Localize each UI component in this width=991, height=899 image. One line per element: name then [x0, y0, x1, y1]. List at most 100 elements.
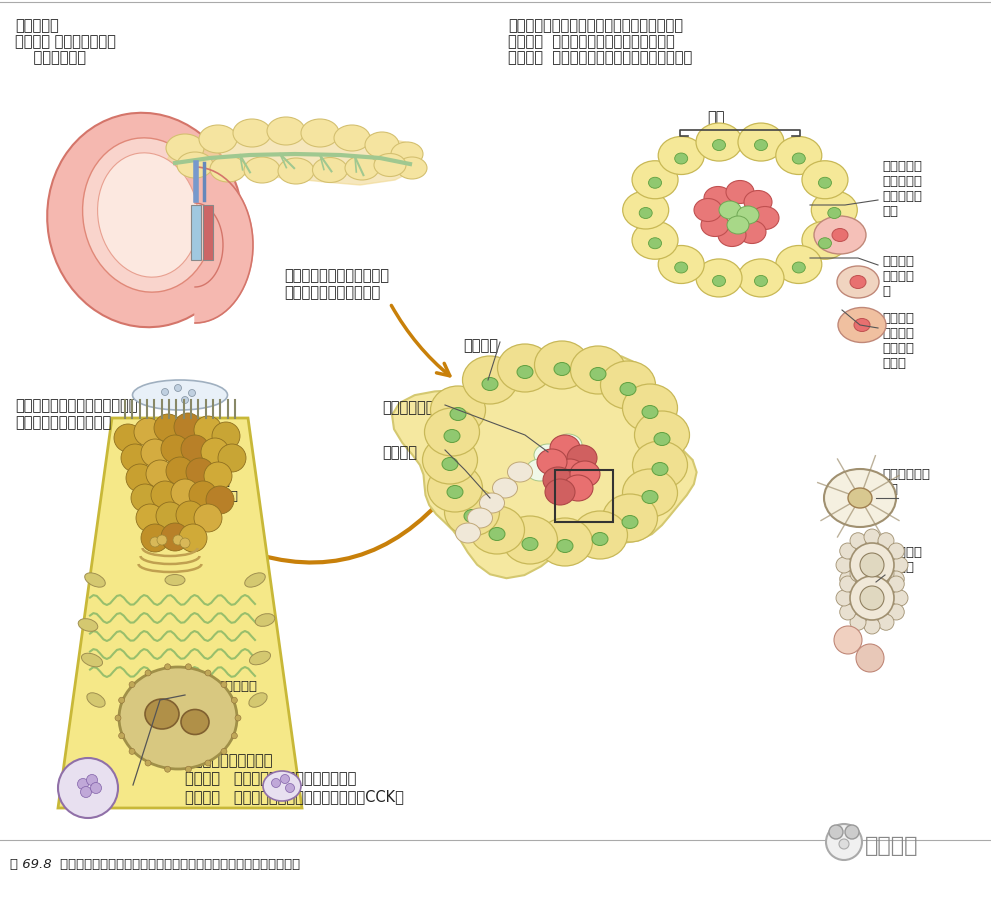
Ellipse shape	[468, 508, 493, 528]
Circle shape	[189, 481, 217, 509]
Ellipse shape	[245, 573, 266, 587]
Ellipse shape	[696, 123, 742, 161]
Text: 副交感节后神
经元: 副交感节后神 经元	[882, 468, 930, 496]
Ellipse shape	[832, 228, 848, 242]
Circle shape	[115, 715, 121, 721]
Ellipse shape	[701, 213, 729, 236]
Ellipse shape	[222, 234, 252, 256]
Circle shape	[212, 422, 240, 450]
Ellipse shape	[165, 695, 185, 706]
Circle shape	[181, 435, 209, 463]
Ellipse shape	[480, 493, 504, 513]
Ellipse shape	[590, 368, 606, 380]
Text: 胰岛: 胰岛	[708, 110, 724, 125]
Ellipse shape	[493, 478, 517, 498]
Circle shape	[864, 562, 880, 578]
Ellipse shape	[534, 341, 590, 389]
Ellipse shape	[634, 411, 690, 459]
Circle shape	[80, 787, 91, 797]
Ellipse shape	[555, 459, 585, 485]
Circle shape	[892, 590, 908, 606]
Circle shape	[173, 535, 183, 545]
Ellipse shape	[210, 275, 240, 297]
Ellipse shape	[183, 176, 214, 198]
Ellipse shape	[489, 528, 505, 540]
Circle shape	[850, 576, 894, 620]
Ellipse shape	[704, 186, 732, 209]
Ellipse shape	[654, 432, 670, 446]
Text: 中央腺泡细胞: 中央腺泡细胞	[382, 400, 434, 415]
Ellipse shape	[567, 445, 597, 471]
Text: 肾上腺素
能血管收
缩神经纤
维末梢: 肾上腺素 能血管收 缩神经纤 维末梢	[882, 312, 914, 370]
Ellipse shape	[558, 454, 586, 476]
Circle shape	[156, 502, 184, 530]
Circle shape	[174, 385, 181, 391]
Text: 酶的分泌（腺泡细胞）: 酶的分泌（腺泡细胞）	[185, 753, 273, 768]
Ellipse shape	[345, 156, 379, 180]
Ellipse shape	[233, 119, 271, 147]
Circle shape	[836, 557, 852, 573]
Text: 激素调控   主要由十二指肠分泌的缩胆囊素（CCK）: 激素调控 主要由十二指肠分泌的缩胆囊素（CCK）	[185, 789, 404, 804]
Circle shape	[864, 529, 880, 545]
Ellipse shape	[374, 154, 406, 176]
Ellipse shape	[776, 245, 822, 283]
Circle shape	[204, 462, 232, 490]
Ellipse shape	[187, 291, 217, 313]
Circle shape	[129, 681, 135, 688]
Circle shape	[188, 389, 195, 396]
Circle shape	[845, 825, 859, 839]
Ellipse shape	[632, 161, 678, 199]
Text: 交感神经纤维: 交感神经纤维	[15, 50, 86, 65]
Circle shape	[839, 571, 856, 587]
Circle shape	[878, 614, 894, 630]
Circle shape	[165, 663, 170, 670]
Circle shape	[119, 733, 125, 739]
Ellipse shape	[776, 137, 822, 174]
Circle shape	[150, 537, 160, 547]
Ellipse shape	[517, 366, 533, 378]
Ellipse shape	[737, 206, 759, 224]
Ellipse shape	[819, 237, 831, 249]
Ellipse shape	[456, 523, 481, 543]
Ellipse shape	[256, 614, 275, 627]
Circle shape	[146, 460, 174, 488]
Circle shape	[836, 590, 852, 606]
Text: 碳酸氢盐离子和水的转运（导管和泡心细胞）: 碳酸氢盐离子和水的转运（导管和泡心细胞）	[508, 18, 683, 33]
Text: 图 69.8  胰外分泌部的细微结构及其分泌的调节机制示意，腺星状细胞未绘出: 图 69.8 胰外分泌部的细微结构及其分泌的调节机制示意，腺星状细胞未绘出	[10, 858, 300, 871]
Ellipse shape	[218, 209, 248, 231]
Ellipse shape	[191, 178, 221, 200]
Ellipse shape	[442, 458, 458, 470]
Circle shape	[850, 565, 866, 582]
Ellipse shape	[694, 199, 722, 221]
Circle shape	[860, 553, 884, 577]
Text: 神经调节 副交感神经纤维: 神经调节 副交感神经纤维	[15, 34, 116, 49]
Ellipse shape	[827, 208, 840, 218]
Circle shape	[878, 565, 894, 582]
Circle shape	[860, 586, 884, 610]
Circle shape	[231, 698, 238, 703]
Circle shape	[205, 760, 211, 766]
Ellipse shape	[592, 532, 608, 546]
Circle shape	[141, 439, 169, 467]
Ellipse shape	[713, 275, 725, 287]
Circle shape	[58, 758, 118, 818]
Ellipse shape	[278, 158, 314, 184]
Ellipse shape	[165, 574, 185, 585]
Ellipse shape	[718, 224, 746, 246]
Bar	[203, 205, 213, 260]
Ellipse shape	[81, 654, 102, 667]
Ellipse shape	[642, 491, 658, 503]
Ellipse shape	[201, 284, 231, 307]
Bar	[555, 470, 613, 522]
Circle shape	[141, 524, 169, 552]
Ellipse shape	[819, 177, 831, 188]
Ellipse shape	[639, 208, 652, 218]
Ellipse shape	[177, 152, 213, 178]
Ellipse shape	[427, 464, 483, 512]
Ellipse shape	[620, 382, 636, 396]
Ellipse shape	[696, 259, 742, 297]
Circle shape	[185, 663, 191, 670]
Ellipse shape	[181, 709, 209, 734]
Ellipse shape	[214, 267, 245, 289]
Ellipse shape	[97, 153, 198, 277]
